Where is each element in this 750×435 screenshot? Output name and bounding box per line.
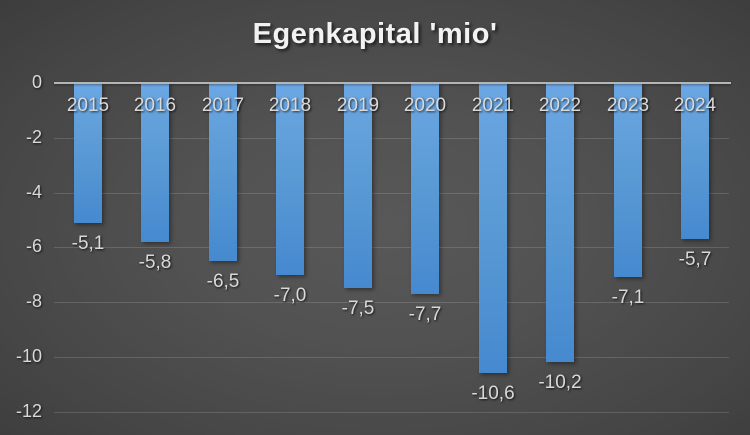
category-label-2018: 2018 [268, 95, 312, 116]
y-tick-label: -12 [15, 401, 42, 421]
y-tick-label: -8 [25, 291, 42, 311]
y-tick-label: -10 [15, 346, 42, 366]
value-label-2016: -5,8 [138, 252, 172, 273]
category-label-2015: 2015 [66, 95, 110, 116]
y-tick-label: -6 [25, 236, 42, 256]
category-label-2024: 2024 [673, 95, 717, 116]
bar-2018 [276, 83, 304, 275]
bar-2022 [546, 83, 574, 362]
bar-2020 [411, 83, 439, 294]
value-label-2019: -7,5 [341, 298, 375, 319]
bar-2024 [681, 83, 709, 239]
gridline--6 [54, 247, 729, 248]
bar-2023 [614, 83, 642, 277]
gridline--8 [54, 302, 729, 303]
bar-2017 [209, 83, 237, 261]
category-label-2020: 2020 [403, 95, 447, 116]
value-label-2020: -7,7 [408, 304, 442, 325]
bar-2016 [141, 83, 169, 242]
value-label-2023: -7,1 [611, 287, 645, 308]
bar-2019 [344, 83, 372, 288]
gridline--2 [54, 138, 729, 139]
value-label-2017: -6,5 [206, 271, 240, 292]
y-tick-label: 0 [31, 72, 42, 92]
value-label-2024: -5,7 [678, 249, 712, 270]
category-label-2016: 2016 [133, 95, 177, 116]
category-label-2019: 2019 [336, 95, 380, 116]
x-axis-zero-line [54, 82, 731, 84]
gridline--10 [54, 357, 729, 358]
y-tick-label: -4 [25, 182, 42, 202]
y-tick-label: -2 [25, 127, 42, 147]
value-label-2015: -5,1 [71, 233, 105, 254]
category-label-2023: 2023 [606, 95, 650, 116]
category-label-2022: 2022 [538, 95, 582, 116]
gridline--12 [54, 412, 729, 413]
chart-title: Egenkapital 'mio' [252, 18, 498, 50]
gridline--4 [54, 193, 729, 194]
value-label-2022: -10,2 [538, 372, 582, 393]
category-label-2017: 2017 [201, 95, 245, 116]
value-label-2021: -10,6 [471, 383, 515, 404]
bar-2015 [74, 83, 102, 223]
value-label-2018: -7,0 [273, 285, 307, 306]
bar-2021 [479, 83, 507, 373]
category-label-2021: 2021 [471, 95, 515, 116]
